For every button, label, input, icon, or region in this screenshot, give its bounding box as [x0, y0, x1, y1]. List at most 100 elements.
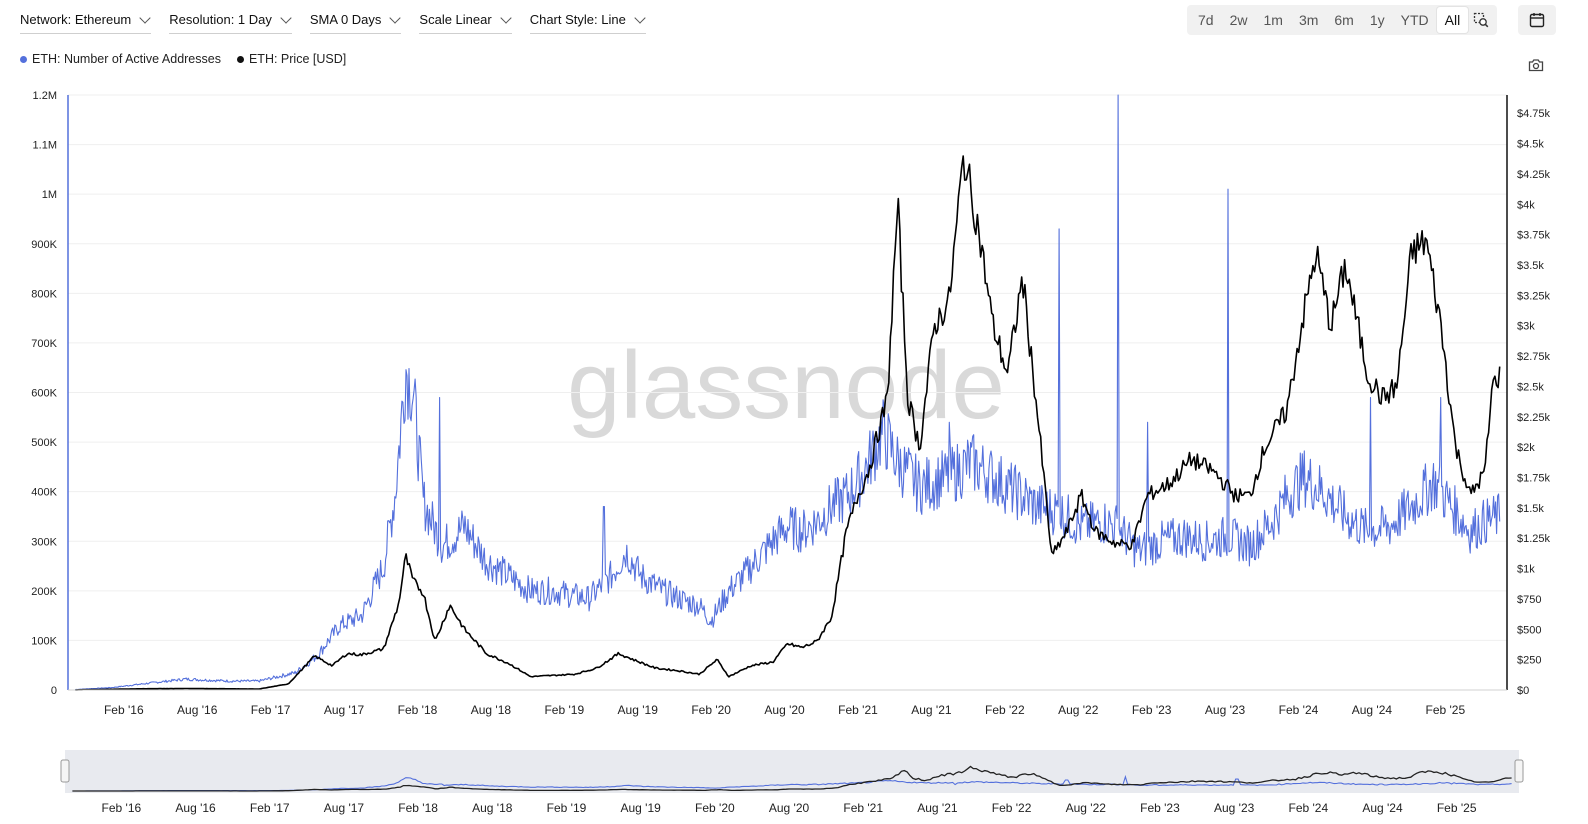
- y-right-tick-label: $3.5k: [1517, 260, 1544, 272]
- chevron-down-icon: [634, 11, 646, 24]
- x-tick-label: Aug '17: [324, 703, 365, 717]
- navigator-tick-label: Feb '21: [843, 801, 883, 815]
- y-right-tick-label: $1.75k: [1517, 473, 1551, 485]
- range-7d-button[interactable]: 7d: [1198, 12, 1214, 28]
- y-left-tick-label: 400K: [31, 487, 57, 499]
- y-left-tick-label: 900K: [31, 239, 57, 251]
- x-tick-label: Feb '23: [1132, 703, 1172, 717]
- navigator-handle-left: [60, 759, 70, 783]
- y-left-tick-label: 1.1M: [33, 140, 57, 152]
- y-right-tick-label: $4.75k: [1517, 108, 1551, 120]
- x-tick-label: Feb '16: [104, 703, 144, 717]
- camera-icon[interactable]: [1528, 58, 1544, 77]
- chevron-down-icon: [139, 11, 151, 24]
- calendar-button[interactable]: [1518, 5, 1556, 35]
- resolution-dropdown[interactable]: Resolution: 1 Day: [169, 8, 292, 34]
- x-tick-label: Aug '21: [911, 703, 952, 717]
- y-right-tick-label: $4.5k: [1517, 139, 1544, 151]
- navigator-tick-label: Feb '25: [1437, 801, 1477, 815]
- range-ytd-button[interactable]: YTD: [1400, 12, 1429, 28]
- y-right-tick-label: $2.25k: [1517, 412, 1551, 424]
- navigator-background: [65, 750, 1519, 793]
- legend-item-active-addresses[interactable]: ETH: Number of Active Addresses: [20, 52, 221, 66]
- y-right-tick-label: $4.25k: [1517, 169, 1551, 181]
- navigator-tick-label: Aug '20: [769, 801, 810, 815]
- navigator-tick-label: Feb '24: [1288, 801, 1328, 815]
- x-tick-label: Aug '22: [1058, 703, 1099, 717]
- y-left-tick-label: 100K: [31, 635, 57, 647]
- range-1m-button[interactable]: 1m: [1263, 12, 1283, 28]
- chart-toolbar: Network: Ethereum Resolution: 1 Day SMA …: [20, 8, 646, 34]
- y-right-tick-label: $3k: [1517, 321, 1535, 333]
- x-tick-label: Aug '16: [177, 703, 218, 717]
- x-tick-label: Aug '20: [764, 703, 805, 717]
- scale-label: Scale Linear: [419, 12, 492, 27]
- navigator-tick-label: Feb '18: [398, 801, 438, 815]
- navigator-tick-label: Feb '23: [1140, 801, 1180, 815]
- series-color-dot: [236, 55, 244, 63]
- zoom-select-icon[interactable]: [1468, 7, 1494, 33]
- chart-style-dropdown[interactable]: Chart Style: Line: [529, 8, 646, 34]
- navigator-tick-label: Aug '16: [175, 801, 216, 815]
- resolution-label: Resolution: 1 Day: [169, 12, 272, 27]
- chart-legend: ETH: Number of Active Addresses ETH: Pri…: [20, 52, 346, 66]
- range-all-button[interactable]: All: [1436, 7, 1469, 33]
- y-left-tick-label: 500K: [31, 437, 57, 449]
- y-right-tick-label: $3.75k: [1517, 230, 1551, 242]
- range-1y-button[interactable]: 1y: [1369, 12, 1385, 28]
- range-2w-button[interactable]: 2w: [1229, 12, 1248, 28]
- navigator-line-active-addresses: [72, 774, 1512, 792]
- x-tick-label: Feb '20: [691, 703, 731, 717]
- navigator-tick-label: Aug '18: [472, 801, 513, 815]
- sma-dropdown[interactable]: SMA 0 Days: [309, 8, 402, 34]
- navigator-tick-label: Aug '24: [1362, 801, 1403, 815]
- x-tick-label: Feb '24: [1279, 703, 1319, 717]
- navigator-tick-label: Feb '20: [695, 801, 735, 815]
- x-tick-label: Feb '18: [398, 703, 438, 717]
- x-tick-label: Aug '18: [471, 703, 512, 717]
- navigator-tick-label: Aug '21: [917, 801, 958, 815]
- x-tick-label: Feb '19: [544, 703, 584, 717]
- y-left-tick-label: 1.2M: [33, 90, 57, 102]
- navigator-tick-label: Aug '22: [1066, 801, 1107, 815]
- sma-label: SMA 0 Days: [309, 12, 382, 27]
- series-color-dot: [20, 55, 27, 63]
- chart-style-label: Chart Style: Line: [529, 12, 626, 27]
- series-line-active-addresses: [75, 94, 1501, 691]
- scale-dropdown[interactable]: Scale Linear: [419, 8, 512, 34]
- chevron-down-icon: [389, 11, 402, 24]
- range-6m-button[interactable]: 6m: [1334, 12, 1354, 28]
- legend-label: ETH: Number of Active Addresses: [32, 52, 221, 66]
- x-tick-label: Feb '21: [838, 703, 878, 717]
- y-right-tick-label: $2.75k: [1517, 351, 1551, 363]
- y-right-tick-label: $4k: [1517, 199, 1535, 211]
- navigator-tick-label: Aug '19: [621, 801, 662, 815]
- y-right-tick-label: $3.25k: [1517, 290, 1551, 302]
- y-right-tick-label: $1.5k: [1517, 503, 1544, 515]
- x-tick-label: Aug '24: [1352, 703, 1393, 717]
- y-right-tick-label: $0: [1517, 685, 1529, 697]
- y-left-tick-label: 800K: [31, 288, 57, 300]
- x-tick-label: Aug '19: [618, 703, 659, 717]
- y-left-tick-label: 0: [51, 685, 57, 697]
- navigator-line-price: [72, 765, 1512, 792]
- x-tick-label: Aug '23: [1205, 703, 1246, 717]
- y-left-tick-label: 1M: [42, 189, 57, 201]
- legend-label: ETH: Price [USD]: [248, 52, 347, 66]
- network-label: Network: Ethereum: [20, 12, 132, 27]
- navigator-tick-label: Feb '22: [992, 801, 1032, 815]
- time-range-selector: 7d 2w 1m 3m 6m 1y YTD All: [1187, 5, 1498, 35]
- y-left-tick-label: 300K: [31, 536, 57, 548]
- navigator-tick-label: Feb '19: [547, 801, 587, 815]
- network-dropdown[interactable]: Network: Ethereum: [20, 8, 152, 34]
- navigator-handle-right: [1514, 759, 1524, 783]
- y-left-tick-label: 600K: [31, 388, 57, 400]
- y-left-tick-label: 200K: [31, 586, 57, 598]
- navigator-tick-label: Aug '17: [324, 801, 365, 815]
- legend-item-price[interactable]: ETH: Price [USD]: [236, 52, 347, 66]
- y-right-tick-label: $1.25k: [1517, 533, 1551, 545]
- calendar-icon: [1529, 13, 1545, 28]
- range-3m-button[interactable]: 3m: [1298, 12, 1319, 28]
- navigator-tick-label: Feb '16: [102, 801, 142, 815]
